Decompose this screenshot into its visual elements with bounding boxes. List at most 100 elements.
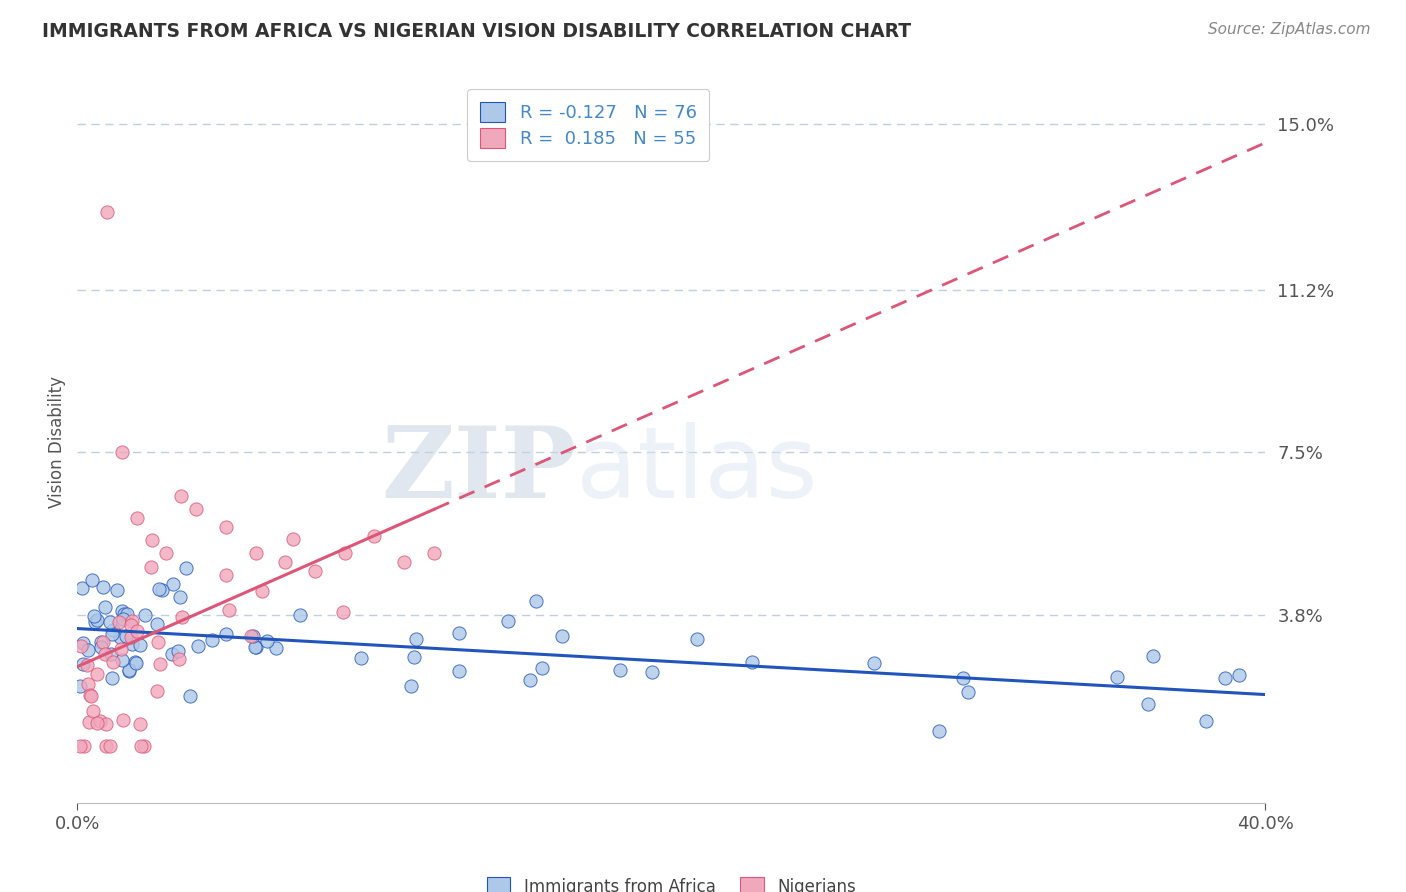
Point: [101, 655, 124, 669]
Point: [148, 582, 170, 596]
Point: [96, 204, 118, 219]
Point: [422, 546, 444, 560]
Point: [640, 665, 662, 680]
Point: [169, 590, 191, 604]
Point: [952, 672, 974, 686]
Point: [245, 640, 267, 654]
Point: [77, 715, 100, 730]
Point: [69, 680, 91, 694]
Point: [111, 612, 134, 626]
Point: [363, 529, 385, 543]
Point: [117, 607, 139, 621]
Point: [93, 647, 115, 661]
Point: [73, 739, 96, 753]
Point: [862, 656, 884, 670]
Point: [72, 581, 94, 595]
Point: [524, 594, 547, 608]
Point: [94, 599, 117, 614]
Point: [174, 561, 197, 575]
Point: [98, 615, 121, 629]
Point: [72, 657, 94, 672]
Point: [79, 688, 101, 702]
Point: [94, 717, 117, 731]
Point: [121, 637, 143, 651]
Point: [215, 626, 238, 640]
Point: [82, 704, 104, 718]
Point: [405, 632, 427, 647]
Point: [77, 643, 100, 657]
Point: [111, 445, 134, 459]
Point: [128, 717, 150, 731]
Point: [392, 555, 415, 569]
Point: [125, 511, 148, 525]
Point: [449, 664, 471, 678]
Point: [90, 635, 112, 649]
Point: [141, 533, 163, 547]
Point: [350, 650, 373, 665]
Point: [134, 608, 156, 623]
Point: [166, 644, 188, 658]
Text: Source: ZipAtlas.com: Source: ZipAtlas.com: [1208, 22, 1371, 37]
Point: [120, 617, 142, 632]
Point: [281, 533, 304, 547]
Point: [498, 614, 520, 628]
Point: [304, 564, 326, 578]
Point: [162, 577, 184, 591]
Point: [111, 604, 134, 618]
Point: [89, 714, 111, 729]
Point: [686, 632, 709, 646]
Point: [129, 739, 152, 753]
Point: [124, 655, 146, 669]
Point: [274, 555, 297, 569]
Point: [129, 639, 152, 653]
Point: [72, 636, 94, 650]
Point: [402, 650, 425, 665]
Point: [145, 683, 167, 698]
Point: [70, 639, 93, 653]
Point: [76, 658, 98, 673]
Point: [170, 609, 193, 624]
Point: [76, 677, 98, 691]
Point: [1229, 668, 1251, 682]
Point: [125, 656, 148, 670]
Point: [82, 573, 104, 587]
Point: [170, 489, 193, 503]
Point: [111, 653, 134, 667]
Point: [86, 715, 108, 730]
Point: [288, 608, 311, 623]
Point: [69, 739, 91, 753]
Point: [111, 713, 134, 727]
Point: [1105, 670, 1128, 684]
Point: [108, 630, 131, 644]
Point: [98, 739, 121, 753]
Point: [121, 614, 143, 628]
Text: IMMIGRANTS FROM AFRICA VS NIGERIAN VISION DISABILITY CORRELATION CHART: IMMIGRANTS FROM AFRICA VS NIGERIAN VISIO…: [42, 22, 911, 41]
Text: ZIP: ZIP: [381, 422, 576, 519]
Point: [551, 630, 574, 644]
Point: [179, 689, 201, 703]
Point: [928, 724, 950, 739]
Point: [218, 603, 240, 617]
Point: [333, 546, 356, 560]
Point: [90, 640, 112, 655]
Point: [187, 640, 209, 654]
Text: atlas: atlas: [576, 422, 818, 519]
Point: [132, 739, 155, 753]
Point: [240, 629, 263, 643]
Point: [148, 635, 170, 649]
Point: [101, 624, 124, 638]
Point: [84, 615, 107, 630]
Point: [100, 647, 122, 661]
Point: [127, 624, 149, 638]
Point: [741, 655, 763, 669]
Point: [609, 663, 631, 677]
Legend: Immigrants from Africa, Nigerians: Immigrants from Africa, Nigerians: [478, 869, 865, 892]
Point: [957, 685, 980, 699]
Point: [245, 640, 267, 655]
Point: [530, 661, 553, 675]
Point: [112, 607, 135, 621]
Point: [149, 657, 172, 672]
Point: [101, 627, 124, 641]
Point: [105, 582, 128, 597]
Point: [245, 546, 267, 560]
